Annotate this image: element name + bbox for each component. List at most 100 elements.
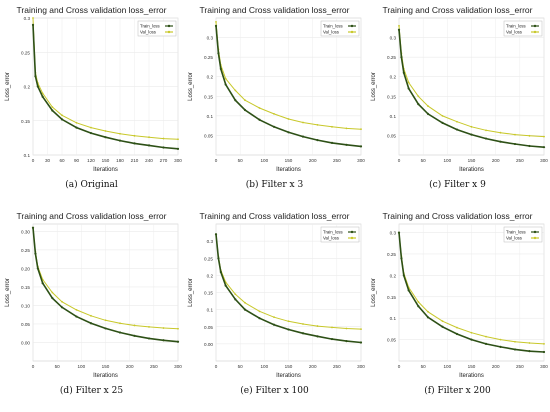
data-point — [427, 310, 429, 313]
data-point — [258, 107, 261, 109]
legend-label: Train_loss — [323, 230, 343, 235]
series-line-train-loss — [32, 24, 179, 150]
x-tick-label: 150 — [285, 364, 293, 369]
chart-caption: (d) Filter x 25 — [59, 386, 124, 396]
x-tick-label: 0 — [215, 364, 218, 369]
data-point — [456, 326, 458, 329]
x-axis-label: Iterations — [93, 373, 118, 379]
x-tick-label: 100 — [443, 158, 451, 163]
data-point — [36, 85, 39, 88]
data-point — [484, 342, 488, 345]
y-tick-label: 0.1 — [390, 316, 397, 321]
data-point — [133, 334, 136, 337]
data-point — [287, 131, 290, 134]
series-line-val-loss — [398, 25, 545, 138]
x-tick-label: 30 — [45, 158, 51, 163]
chart-plot: 0.05 0.1 0.15 0.2 0.25 0.3 0 50 100 150 200 250 300 I… — [188, 17, 365, 173]
data-point — [417, 305, 420, 308]
data-point — [119, 322, 121, 325]
data-point — [89, 131, 93, 135]
data-point — [455, 332, 459, 336]
legend-label: Train_loss — [323, 24, 343, 29]
y-tick-label: 0.25 — [387, 55, 396, 60]
x-tick-label: 300 — [357, 158, 365, 163]
series-line-train-loss — [32, 227, 179, 343]
data-point — [331, 125, 333, 128]
data-point — [90, 126, 92, 129]
data-point — [162, 339, 165, 342]
series-line-val-loss — [32, 17, 179, 140]
chart-panel: Training and Cross validation loss_error… — [366, 206, 549, 412]
data-point — [287, 118, 290, 120]
y-tick-label: 0.05 — [204, 133, 213, 138]
data-point — [219, 270, 222, 274]
x-tick-label: 300 — [174, 364, 182, 369]
data-point — [345, 127, 348, 130]
x-tick-label: 150 — [468, 364, 476, 369]
data-point — [426, 316, 430, 319]
data-point — [441, 114, 444, 117]
data-point — [148, 326, 150, 328]
x-tick-label: 0 — [398, 158, 401, 163]
x-tick-label: 90 — [74, 158, 80, 163]
y-tick-label: 0.1 — [390, 114, 397, 119]
data-point — [75, 121, 78, 124]
data-point — [51, 109, 54, 112]
data-point — [400, 56, 403, 59]
x-tick-label: 150 — [285, 158, 293, 163]
chart-panel: Training and Cross validation loss_error… — [0, 0, 183, 206]
x-tick-label: 300 — [357, 364, 365, 369]
legend-label: Train_loss — [506, 24, 526, 29]
data-point — [513, 142, 517, 146]
chart-panel: Training and Cross validation loss_error… — [183, 0, 366, 206]
data-point — [302, 323, 304, 325]
data-point — [60, 118, 64, 121]
data-point — [133, 324, 136, 327]
y-tick-label: 0.3 — [207, 239, 214, 244]
data-point — [258, 310, 261, 313]
series-line-val-loss — [215, 21, 362, 130]
x-tick-label: 200 — [492, 158, 500, 163]
data-point — [272, 323, 276, 326]
data-point — [219, 67, 222, 70]
data-point — [345, 143, 348, 146]
series-line-train-loss — [215, 234, 362, 344]
data-point — [499, 345, 502, 348]
y-axis-label: Loss_error — [188, 72, 194, 101]
data-point — [234, 293, 237, 296]
data-point — [75, 315, 78, 318]
x-tick-label: 60 — [59, 158, 65, 163]
x-tick-label: 50 — [238, 158, 244, 163]
y-tick-label: 0.30 — [21, 229, 30, 234]
data-point — [513, 348, 517, 351]
series-line-train-loss — [398, 232, 545, 353]
data-point — [301, 332, 305, 335]
data-point — [176, 147, 180, 150]
data-point — [273, 316, 275, 319]
chart-plot: 0.1 0.15 0.2 0.25 0.3 0 30 60 90 120 150 180 210 240 2… — [5, 16, 182, 173]
data-point — [397, 28, 401, 31]
legend-label: Val_loss — [323, 30, 339, 35]
y-tick-label: 0.25 — [21, 50, 30, 55]
data-point — [398, 24, 400, 27]
chart-title: Training and Cross validation loss_error — [199, 5, 350, 15]
data-point — [316, 325, 319, 327]
data-point — [41, 92, 44, 95]
legend-label: Train_loss — [506, 230, 526, 235]
chart-title: Training and Cross validation loss_error — [199, 211, 350, 221]
data-point — [118, 331, 122, 334]
data-point — [215, 21, 217, 23]
y-tick-label: 0.1 — [24, 153, 31, 158]
data-point — [441, 325, 444, 328]
data-point — [104, 136, 107, 139]
data-point — [61, 114, 63, 117]
data-point — [316, 139, 319, 142]
data-point — [360, 328, 362, 331]
data-point — [31, 23, 35, 26]
x-tick-label: 100 — [77, 364, 85, 369]
data-point — [41, 95, 44, 98]
x-tick-label: 0 — [32, 364, 35, 369]
y-tick-label: 0.25 — [21, 248, 30, 253]
x-tick-label: 200 — [126, 364, 134, 369]
